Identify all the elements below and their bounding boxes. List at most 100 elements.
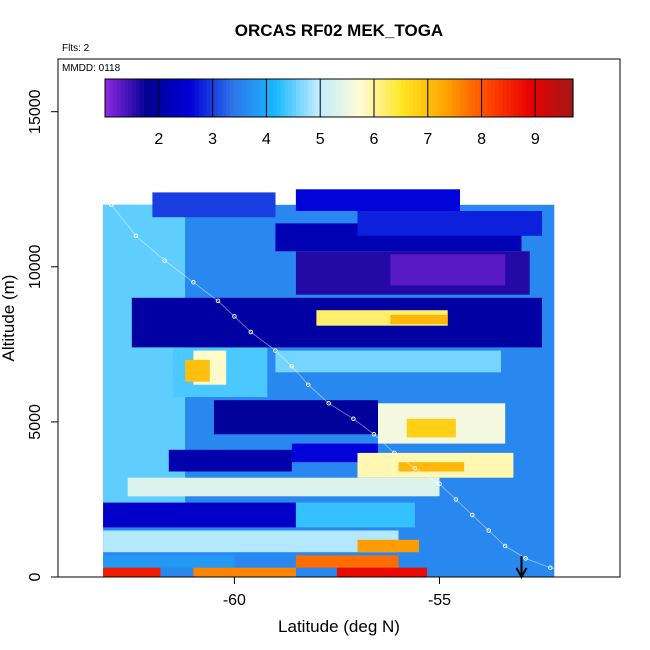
y-tick-label-1: 5000 — [27, 404, 44, 440]
colorbar-swatch-51 — [303, 79, 309, 117]
colorbar-swatch-56 — [323, 79, 328, 117]
colorbar-swatch-117 — [561, 79, 566, 117]
colorbar-swatch-36 — [245, 79, 250, 117]
colorbar-swatch-1 — [108, 79, 114, 117]
colorbar-swatch-119 — [569, 79, 574, 117]
heatmap-cell-2 — [152, 192, 276, 218]
y-tick-label-3: 15000 — [27, 89, 44, 134]
flight-track-point-21 — [548, 565, 553, 570]
colorbar-swatch-20 — [183, 79, 188, 117]
x-tick-label-1: -55 — [428, 592, 451, 609]
flight-track-layer — [109, 202, 586, 577]
colorbar-swatch-43 — [272, 79, 278, 117]
colorbar-swatch-49 — [296, 79, 301, 117]
flight-track-point-6 — [248, 329, 254, 335]
colorbar-swatch-26 — [206, 79, 211, 117]
heatmap-cell-26 — [357, 539, 419, 553]
colorbar-swatch-3 — [116, 79, 122, 117]
colorbar-swatch-30 — [222, 79, 227, 117]
x-tick-label-0: -60 — [223, 592, 246, 609]
flight-track-point-23 — [580, 571, 586, 577]
colorbar-swatch-83 — [428, 79, 434, 117]
heatmap-cell-18 — [168, 449, 292, 472]
colorbar-swatch-7 — [132, 79, 137, 117]
latitude-marker-arrow — [515, 556, 528, 580]
colorbar-swatch-76 — [401, 79, 406, 117]
heatmap-cell-30 — [193, 567, 296, 577]
colorbar-swatch-17 — [171, 79, 176, 117]
colorbar-swatch-32 — [229, 79, 235, 117]
colorbar-swatch-2 — [112, 79, 118, 117]
flight-track-point-0 — [109, 202, 114, 208]
colorbar-swatch-12 — [151, 79, 157, 117]
flight-track-point-14 — [412, 466, 418, 471]
colorbar-swatch-106 — [518, 79, 523, 117]
colorbar-swatch-115 — [553, 79, 558, 117]
colorbar-swatch-102 — [502, 79, 508, 117]
colorbar-swatch-6 — [128, 79, 133, 117]
colorbar-swatch-91 — [459, 79, 465, 117]
colorbar-swatch-116 — [557, 79, 562, 117]
heatmap-cell-14 — [275, 350, 501, 373]
colorbar-swatch-99 — [491, 79, 496, 117]
colorbar-swatch-22 — [190, 79, 196, 117]
colorbar-swatch-60 — [339, 79, 344, 117]
colorbar-swatch-80 — [417, 79, 422, 117]
heatmap-cell-31 — [336, 567, 428, 577]
heatmap-cell-27 — [103, 555, 235, 568]
colorbar-swatch-52 — [307, 79, 313, 117]
heatmap-cell-24 — [295, 502, 415, 528]
colorbar-tick-label-1: 3 — [208, 131, 217, 148]
colorbar-swatch-92 — [463, 79, 469, 117]
colorbar-swatch-94 — [471, 79, 477, 117]
colorbar-swatch-13 — [155, 79, 161, 117]
colorbar-swatch-108 — [526, 79, 531, 117]
colorbar-swatch-9 — [140, 79, 145, 117]
colorbar-swatch-109 — [530, 79, 535, 117]
colorbar-swatch-40 — [261, 79, 266, 117]
colorbar-swatch-112 — [541, 79, 547, 117]
heatmap-cell-7 — [357, 211, 543, 236]
colorbar-swatch-77 — [405, 79, 410, 117]
colorbar-swatch-113 — [545, 79, 551, 117]
colorbar-tick-label-7: 9 — [531, 131, 540, 148]
flights-annotation: Flts: 2 — [62, 43, 90, 54]
flight-track-point-5 — [232, 314, 237, 319]
flight-track-point-11 — [351, 416, 356, 422]
colorbar-swatch-58 — [331, 79, 336, 117]
flight-track-point-15 — [437, 481, 442, 487]
colorbar-swatch-82 — [424, 79, 430, 117]
colorbar-swatch-87 — [444, 79, 449, 117]
heatmap-cell-6 — [390, 254, 506, 286]
heatmap-layer — [103, 189, 555, 577]
colorbar-swatch-24 — [198, 79, 204, 117]
colorbar-swatch-78 — [409, 79, 414, 117]
colorbar-swatch-110 — [534, 79, 539, 117]
flight-track-point-7 — [273, 348, 278, 353]
flight-track-point-13 — [392, 450, 397, 456]
plot-frame — [57, 58, 621, 578]
colorbar-tick-label-5: 7 — [423, 131, 432, 148]
colorbar-swatch-84 — [432, 79, 438, 117]
colorbar-swatch-46 — [284, 79, 289, 117]
heatmap-cell-13 — [185, 359, 210, 382]
colorbar-swatch-85 — [436, 79, 441, 117]
colorbar-swatch-105 — [514, 79, 519, 117]
y-tick-label-0: 0 — [27, 572, 44, 581]
colorbar-swatch-19 — [179, 79, 184, 117]
colorbar-swatch-67 — [366, 79, 371, 117]
flight-track-point-22 — [568, 570, 574, 575]
colorbar-swatch-41 — [264, 79, 270, 117]
colorbar-swatch-62 — [346, 79, 352, 117]
colorbar-swatch-55 — [319, 79, 324, 117]
colorbar-swatch-5 — [124, 79, 129, 117]
colorbar-swatch-71 — [381, 79, 387, 117]
colorbar: 2 3 4 5 6 7 8 9 — [104, 78, 574, 148]
colorbar-swatch-35 — [241, 79, 246, 117]
colorbar-swatch-93 — [467, 79, 473, 117]
flight-track-point-16 — [453, 497, 459, 502]
flight-track-line — [110, 204, 584, 575]
colorbar-swatch-48 — [292, 79, 297, 117]
heatmap-cell-25 — [103, 530, 399, 553]
